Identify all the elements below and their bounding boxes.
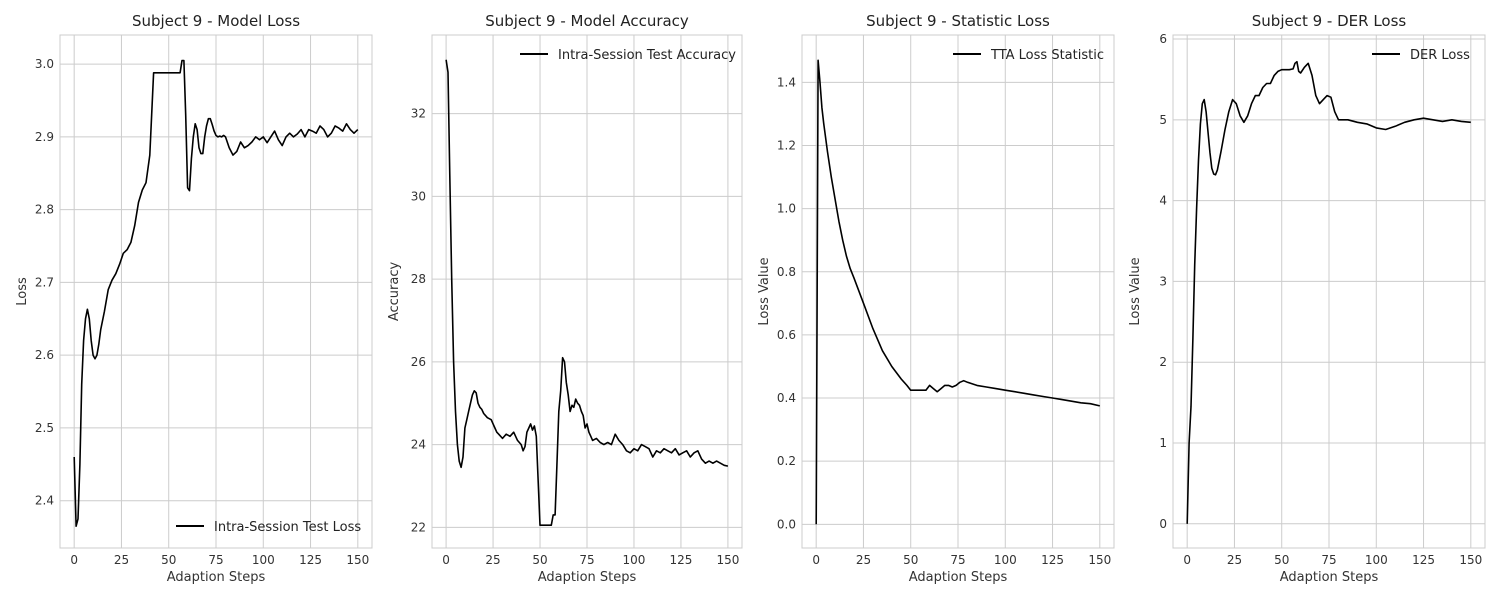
- y-tick-label: 2.9: [35, 130, 54, 144]
- legend-label: Intra-Session Test Loss: [214, 520, 361, 535]
- y-tick-label: 2.4: [35, 494, 54, 508]
- chart-panel-1: 0 25 50 75 100 125 150 2.4 2.5 2.6 2.7 2.8 2.9 3.0 Sub…: [15, 12, 373, 585]
- chart-panel-4: 0 25 50 75 100 125 150 0 1 2 3 4 5 6 Subject 9 - DER L…: [1128, 12, 1486, 585]
- x-axis-label: Adaption Steps: [167, 570, 266, 585]
- y-tick-label: 0.2: [777, 454, 796, 468]
- y-tick-label: 6: [1159, 32, 1167, 46]
- chart-title: Subject 9 - Model Accuracy: [485, 12, 689, 30]
- y-tick-label: 2: [1159, 355, 1167, 369]
- y-axis-label: Loss Value: [1128, 257, 1143, 325]
- plot-frame: [801, 34, 1115, 549]
- x-axis-label: Adaption Steps: [538, 570, 637, 585]
- x-tick-label: 0: [70, 553, 78, 567]
- x-tick-label: 150: [346, 553, 369, 567]
- plot-frame: [59, 34, 373, 549]
- x-tick-label: 50: [532, 553, 547, 567]
- x-tick-label: 100: [252, 553, 275, 567]
- y-tick-label: 3: [1159, 274, 1167, 288]
- legend: DER Loss: [1372, 48, 1470, 63]
- x-tick-label: 0: [1183, 553, 1191, 567]
- chart-title: Subject 9 - Statistic Loss: [866, 12, 1050, 30]
- series-line: [1186, 60, 1471, 524]
- x-tick-label: 75: [950, 553, 965, 567]
- y-tick-label: 0: [1159, 517, 1167, 531]
- y-tick-label: 28: [411, 272, 426, 286]
- x-tick-label: 75: [208, 553, 223, 567]
- x-tick-label: 125: [1412, 553, 1435, 567]
- x-tick-label: 75: [579, 553, 594, 567]
- y-tick-label: 24: [411, 438, 426, 452]
- y-tick-label: 1.4: [777, 75, 796, 89]
- y-axis-label: Accuracy: [387, 262, 402, 322]
- plot-frame: [431, 34, 743, 549]
- y-tick-label: 2.6: [35, 348, 54, 362]
- y-tick-label: 0.8: [777, 265, 796, 279]
- y-tick-label: 1.0: [777, 202, 796, 216]
- y-tick-label: 1: [1159, 436, 1167, 450]
- x-tick-label: 125: [669, 553, 692, 567]
- x-tick-label: 25: [856, 553, 871, 567]
- x-tick-label: 25: [1227, 553, 1242, 567]
- legend-label: Intra-Session Test Accuracy: [558, 48, 736, 63]
- x-tick-label: 50: [1274, 553, 1289, 567]
- y-tick-label: 30: [411, 189, 426, 203]
- x-axis-label: Adaption Steps: [1280, 570, 1379, 585]
- y-tick-label: 2.5: [35, 421, 54, 435]
- x-tick-label: 100: [1365, 553, 1388, 567]
- y-tick-label: 2.7: [35, 275, 54, 289]
- x-tick-label: 50: [161, 553, 176, 567]
- x-tick-label: 150: [716, 553, 739, 567]
- x-tick-label: 125: [1041, 553, 1064, 567]
- y-axis-label: Loss Value: [757, 257, 772, 325]
- series-line: [445, 59, 729, 526]
- y-tick-label: 3.0: [35, 57, 54, 71]
- x-tick-label: 50: [903, 553, 918, 567]
- legend-label: DER Loss: [1410, 48, 1470, 63]
- x-tick-label: 25: [485, 553, 500, 567]
- y-tick-label: 4: [1159, 194, 1167, 208]
- chart-panel-3: 0 25 50 75 100 125 150 0.0 0.2 0.4 0.6 0.8 1.0 1.2 1.4…: [757, 12, 1115, 585]
- y-tick-label: 0.6: [777, 328, 796, 342]
- legend: Intra-Session Test Loss: [176, 520, 361, 535]
- x-axis-label: Adaption Steps: [909, 570, 1008, 585]
- y-tick-label: 0.4: [777, 391, 796, 405]
- x-tick-label: 75: [1321, 553, 1336, 567]
- x-tick-label: 25: [114, 553, 129, 567]
- y-tick-label: 22: [411, 520, 426, 534]
- series-line: [73, 59, 359, 527]
- x-tick-label: 100: [994, 553, 1017, 567]
- x-tick-label: 150: [1088, 553, 1111, 567]
- chart-panel-2: 0 25 50 75 100 125 150 22 24 26 28 30 32 Subject 9 - …: [387, 12, 743, 585]
- y-tick-label: 5: [1159, 113, 1167, 127]
- y-tick-label: 32: [411, 107, 426, 121]
- chart-title: Subject 9 - Model Loss: [132, 12, 300, 30]
- x-tick-label: 0: [442, 553, 450, 567]
- x-tick-label: 0: [812, 553, 820, 567]
- y-tick-label: 26: [411, 355, 426, 369]
- legend: Intra-Session Test Accuracy: [520, 48, 736, 63]
- legend: TTA Loss Statistic: [953, 48, 1104, 63]
- x-tick-label: 125: [299, 553, 322, 567]
- x-tick-label: 150: [1459, 553, 1482, 567]
- x-tick-label: 100: [623, 553, 646, 567]
- y-tick-label: 0.0: [777, 517, 796, 531]
- y-tick-label: 2.8: [35, 203, 54, 217]
- series-line: [815, 59, 1100, 525]
- y-tick-label: 1.2: [777, 138, 796, 152]
- plot-frame: [1172, 34, 1486, 549]
- chart-title: Subject 9 - DER Loss: [1252, 12, 1407, 30]
- y-axis-label: Loss: [15, 277, 30, 306]
- legend-label: TTA Loss Statistic: [990, 48, 1104, 63]
